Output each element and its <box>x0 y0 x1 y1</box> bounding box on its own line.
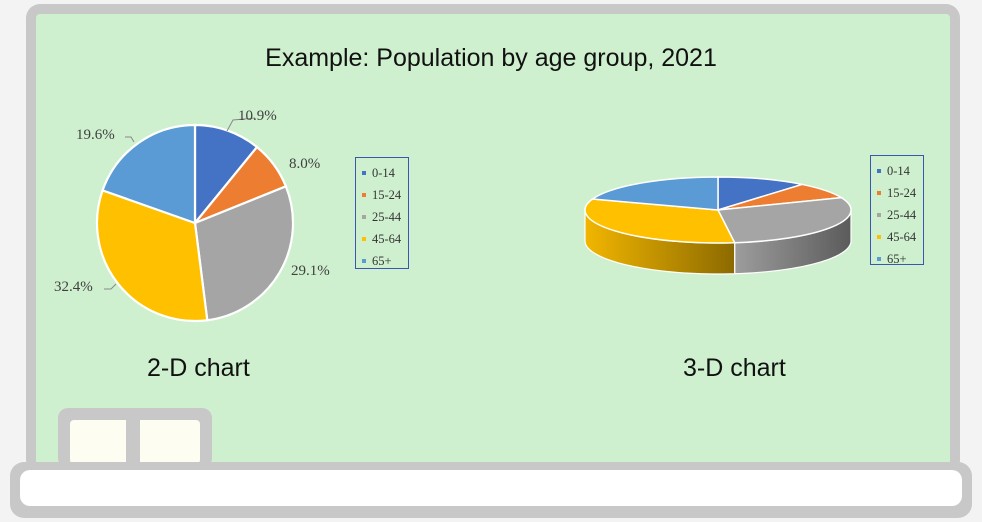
chalk-tray <box>20 470 962 506</box>
pie3d-slice-25-44 <box>716 196 852 244</box>
leader-line <box>226 117 256 132</box>
legend-label: 0-14 <box>372 165 395 180</box>
legend-label: 15-24 <box>372 187 402 202</box>
legend-item: 0-14 <box>362 162 408 184</box>
chart-title: Example: Population by age group, 2021 <box>265 44 717 72</box>
legend-label: 25-44 <box>372 209 402 224</box>
caption-2d: 2-D chart <box>147 354 250 382</box>
caption-3d: 3-D chart <box>683 354 786 382</box>
legend-item: 65+ <box>362 250 408 272</box>
leader-line <box>104 283 117 290</box>
legend-3d: 0-14 15-24 25-44 45-64 65+ <box>870 155 924 266</box>
legend-swatch <box>877 169 881 173</box>
legend-label: 25-44 <box>887 207 917 222</box>
legend-2d: 0-14 15-24 25-44 45-64 65+ <box>355 157 409 269</box>
legend-label: 65+ <box>372 253 392 268</box>
legend-swatch <box>362 259 366 263</box>
legend-item: 45-64 <box>877 226 923 248</box>
legend-item: 25-44 <box>877 204 923 226</box>
data-label-0-14: 10.9% <box>238 108 277 124</box>
data-label-25-44: 29.1% <box>291 263 330 279</box>
legend-swatch <box>877 191 881 195</box>
legend-swatch <box>877 213 881 217</box>
leader-line <box>125 136 135 143</box>
legend-swatch <box>362 171 366 175</box>
legend-label: 45-64 <box>887 229 917 244</box>
pie-slice-25-44 <box>193 184 295 322</box>
pie3d-slice-0-14 <box>717 176 803 212</box>
legend-label: 65+ <box>887 251 907 266</box>
legend-label: 15-24 <box>887 185 917 200</box>
eraser-divider <box>126 420 140 464</box>
legend-item: 15-24 <box>877 182 923 204</box>
pie-slice-45-64 <box>95 188 209 323</box>
data-label-65+: 19.6% <box>76 127 115 143</box>
legend-label: 45-64 <box>372 231 402 246</box>
pie-slice-65+ <box>101 123 197 225</box>
pie3d-slice-65+ <box>590 176 719 211</box>
legend-item: 0-14 <box>877 160 923 182</box>
legend-item: 45-64 <box>362 228 408 250</box>
legend-swatch <box>362 237 366 241</box>
legend-label: 0-14 <box>887 163 910 178</box>
data-label-45-64: 32.4% <box>54 279 93 295</box>
pie-slice-0-14 <box>193 123 259 227</box>
legend-swatch <box>362 193 366 197</box>
pie3d-slice-45-64 <box>584 198 736 244</box>
legend-swatch <box>362 215 366 219</box>
legend-item: 25-44 <box>362 206 408 228</box>
legend-swatch <box>877 257 881 261</box>
legend-item: 15-24 <box>362 184 408 206</box>
legend-swatch <box>877 235 881 239</box>
data-label-15-24: 8.0% <box>289 156 320 172</box>
legend-item: 65+ <box>877 248 923 270</box>
